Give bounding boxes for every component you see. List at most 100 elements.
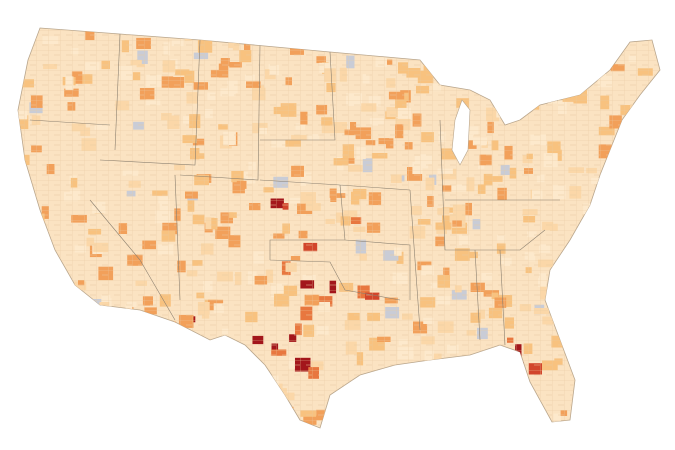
county-patch	[67, 373, 77, 379]
county-patch	[580, 319, 588, 332]
county-patch	[47, 268, 62, 282]
county-patch	[515, 362, 524, 368]
county-patch	[444, 57, 453, 63]
county-patch	[218, 367, 227, 378]
county-patch	[612, 273, 619, 279]
county-patch	[182, 357, 193, 368]
county-patch	[662, 235, 673, 247]
county-patch	[202, 374, 218, 387]
county-patch	[636, 411, 649, 421]
county-patch	[648, 327, 658, 335]
county-patch	[179, 331, 188, 344]
county-patch	[430, 366, 446, 376]
county-patch	[639, 296, 650, 306]
county-patch	[118, 346, 125, 359]
county-patch	[620, 30, 635, 41]
county-patch	[645, 308, 660, 321]
county-patch	[634, 212, 641, 227]
county-patch	[608, 161, 620, 171]
county-patch	[105, 365, 116, 374]
county-patch	[365, 406, 377, 417]
lake-michigan	[451, 99, 471, 166]
county-patch	[52, 373, 60, 379]
county-patch	[565, 305, 579, 314]
county-patch	[37, 396, 47, 402]
county-patch	[194, 416, 201, 424]
county-patch	[74, 390, 82, 397]
county-patch	[623, 341, 637, 348]
county-patch	[549, 71, 556, 85]
county-patch	[179, 380, 187, 394]
county-patch	[101, 307, 114, 319]
county-patch	[641, 291, 652, 304]
county-patch	[246, 385, 253, 397]
county-patch	[38, 320, 47, 334]
county-patch	[624, 420, 635, 428]
county-patch	[207, 407, 217, 420]
county-patch	[332, 408, 344, 423]
county-patch	[634, 424, 644, 428]
county-patch	[625, 264, 642, 277]
county-patch	[181, 416, 198, 424]
county-patch	[622, 275, 633, 283]
county-patch	[656, 133, 660, 144]
county-patch	[633, 361, 640, 371]
county-patch	[636, 315, 650, 322]
county-patch	[478, 357, 491, 366]
county-patch	[533, 402, 540, 413]
county-patch	[55, 403, 70, 409]
county-patch	[575, 53, 582, 68]
county-patch	[157, 359, 166, 370]
county-patch	[305, 429, 318, 437]
county-patch	[612, 318, 625, 327]
county-patch	[561, 71, 570, 85]
county-patch	[186, 429, 192, 436]
county-patch	[118, 409, 126, 418]
county-patch	[23, 356, 32, 369]
county-patch	[80, 372, 96, 383]
county-patch	[43, 409, 53, 415]
county-patch	[165, 338, 174, 347]
county-patch	[616, 379, 632, 385]
county-patch	[441, 35, 454, 45]
county-patch	[663, 108, 674, 118]
county-patch	[200, 344, 208, 354]
county-patch	[645, 315, 656, 329]
county-patch	[202, 358, 218, 368]
county-patch	[346, 388, 361, 395]
county-patch	[52, 419, 68, 428]
county-patch	[195, 415, 202, 426]
county-patch	[569, 325, 585, 340]
county-patch	[212, 403, 228, 412]
county-patch	[451, 418, 464, 426]
county-patch	[68, 327, 79, 341]
county-patch	[38, 341, 51, 349]
county-patch	[103, 416, 110, 428]
county-patch	[553, 86, 569, 95]
county-patch	[337, 392, 344, 404]
county-patch	[433, 43, 441, 53]
county-patch	[637, 396, 650, 404]
county-patch	[607, 42, 616, 55]
county-patch	[575, 417, 583, 428]
county-patch	[30, 287, 40, 300]
county-patch	[580, 57, 590, 68]
county-patch	[519, 33, 533, 46]
county-patch	[558, 62, 566, 75]
county-patch	[18, 394, 28, 400]
county-patch	[151, 419, 164, 428]
county-patch	[608, 356, 622, 368]
county-patch	[491, 430, 499, 436]
county-patch	[234, 375, 247, 390]
county-patch	[637, 176, 647, 183]
county-patch	[584, 320, 600, 332]
county-patch	[501, 108, 511, 120]
county-patch	[581, 366, 592, 379]
county-patch	[204, 385, 214, 394]
state-borders	[29, 33, 560, 346]
county-patch	[328, 412, 340, 426]
county-patch	[334, 29, 347, 39]
county-patch	[639, 359, 648, 365]
county-patch	[143, 371, 153, 378]
